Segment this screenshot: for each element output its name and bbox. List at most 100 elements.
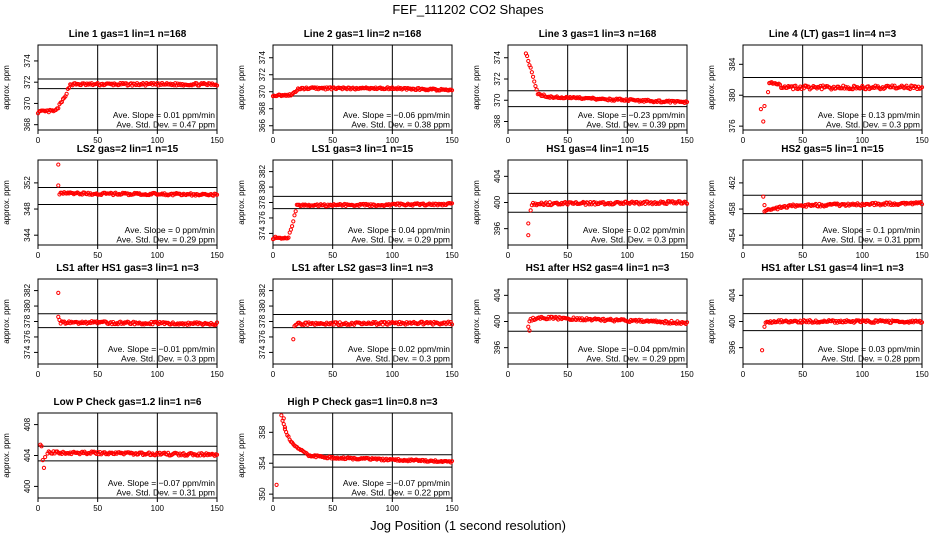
y-tick-label: 374 <box>258 51 267 65</box>
slope-annotation: Ave. Slope = −0.06 ppm/min <box>343 110 450 120</box>
x-tick-label: 100 <box>386 504 400 513</box>
data-point <box>761 194 766 199</box>
std-dev-annotation: Ave. Std. Dev. = 0.31 ppm <box>116 488 215 498</box>
x-tick-label: 50 <box>328 370 337 379</box>
x-tick-label: 150 <box>915 370 929 379</box>
chart-panel-14: High P Check gas=1 lin=0.8 n=3 approx. pp… <box>237 397 459 513</box>
y-tick-label: 372 <box>23 75 32 89</box>
y-axis-label: approx. ppm <box>2 65 11 110</box>
y-tick-label: 404 <box>493 169 502 183</box>
x-tick-label: 50 <box>328 504 337 513</box>
data-point <box>762 203 767 208</box>
y-tick-label: 378 <box>258 195 267 209</box>
data-point <box>449 88 455 93</box>
x-tick-label: 100 <box>621 370 635 379</box>
data-point <box>526 233 531 238</box>
page-x-axis-label: Jog Position (1 second resolution) <box>370 518 566 533</box>
x-tick-label: 50 <box>798 370 807 379</box>
y-tick-label: 376 <box>258 211 267 225</box>
y-tick-label: 368 <box>23 117 32 131</box>
data-point <box>282 427 288 432</box>
x-tick-label: 150 <box>445 370 459 379</box>
chart-panel-9: LS1 after HS1 gas=3 lin=1 n=3 approx. ppm… <box>2 263 224 379</box>
x-tick-label: 100 <box>386 251 400 260</box>
chart-title: Line 1 gas=1 lin=1 n=168 <box>69 29 187 40</box>
x-tick-label: 50 <box>93 504 102 513</box>
y-tick-label: 384 <box>728 57 737 71</box>
data-point <box>56 183 61 188</box>
x-tick-label: 100 <box>856 251 870 260</box>
slope-annotation: Ave. Slope = −0.07 ppm/min <box>108 478 215 488</box>
y-tick-label: 400 <box>23 479 32 493</box>
chart-panel-6: LS1 gas=3 lin=1 n=15 approx. ppm 0 50 100 150… <box>237 144 459 260</box>
data-point <box>526 221 531 226</box>
x-tick-label: 150 <box>445 251 459 260</box>
std-dev-annotation: Ave. Std. Dev. = 0.22 ppm <box>351 488 450 498</box>
chart-panel-8: HS2 gas=5 lin=1 n=15 approx. ppm 0 50 100 150… <box>707 144 929 260</box>
chart-title: HS1 after HS2 gas=4 lin=1 n=3 <box>526 263 670 274</box>
data-point <box>919 320 925 325</box>
data-point <box>526 324 531 329</box>
data-point <box>533 83 538 89</box>
y-tick-label: 378 <box>258 314 267 328</box>
y-tick-label: 372 <box>493 72 502 86</box>
plot-frame <box>272 44 453 131</box>
data-point <box>291 219 296 224</box>
y-axis-label: approx. ppm <box>237 65 246 110</box>
data-point <box>758 107 763 112</box>
x-tick-label: 50 <box>563 136 572 145</box>
x-tick-label: 150 <box>210 136 224 145</box>
std-dev-annotation: Ave. Std. Dev. = 0.29 ppm <box>116 235 215 245</box>
y-tick-label: 382 <box>258 164 267 178</box>
data-point <box>762 103 767 109</box>
y-tick-label: 380 <box>258 180 267 194</box>
y-tick-label: 404 <box>728 288 737 302</box>
data-point <box>64 91 69 96</box>
x-tick-label: 0 <box>741 251 746 260</box>
chart-panel-11: HS1 after HS2 gas=4 lin=1 n=3 approx. ppm… <box>472 263 694 379</box>
chart-panel-4: Line 4 (LT) gas=1 lin=4 n=3 approx. ppm 0 5… <box>707 29 929 145</box>
x-tick-label: 0 <box>271 251 276 260</box>
y-tick-label: 400 <box>493 195 502 209</box>
y-axis-label: approx. ppm <box>707 299 716 344</box>
x-tick-label: 50 <box>328 251 337 260</box>
slope-annotation: Ave. Slope = 0.01 ppm/min <box>113 110 215 120</box>
chart-panel-5: LS2 gas=2 lin=1 n=15 approx. ppm 0 50 100 150… <box>2 144 224 260</box>
y-tick-label: 368 <box>493 114 502 128</box>
data-point <box>56 106 61 111</box>
x-tick-label: 0 <box>271 370 276 379</box>
y-tick-label: 374 <box>258 345 267 359</box>
slope-annotation: Ave. Slope = 0.04 ppm/min <box>348 225 450 235</box>
data-point <box>214 320 220 325</box>
y-axis-label: approx. ppm <box>237 299 246 344</box>
y-tick-label: 370 <box>23 96 32 110</box>
y-axis-label: approx. ppm <box>472 65 481 110</box>
data-point <box>57 317 62 323</box>
data-point <box>534 87 539 92</box>
slope-annotation: Ave. Slope = 0.1 ppm/min <box>823 225 921 235</box>
std-dev-annotation: Ave. Std. Dev. = 0.28 ppm <box>821 354 920 364</box>
x-tick-label: 0 <box>506 136 511 145</box>
y-axis-label: approx. ppm <box>2 433 11 478</box>
x-tick-label: 100 <box>621 136 635 145</box>
x-tick-label: 50 <box>93 251 102 260</box>
data-point <box>292 213 297 218</box>
chart-title: Line 3 gas=1 lin=3 n=168 <box>539 29 657 40</box>
x-tick-label: 150 <box>680 136 694 145</box>
data-point <box>765 90 771 95</box>
x-tick-label: 100 <box>151 251 165 260</box>
data-point <box>291 337 296 342</box>
x-tick-label: 50 <box>563 370 572 379</box>
x-tick-label: 100 <box>386 136 400 145</box>
slope-annotation: Ave. Slope = −0.23 ppm/min <box>578 110 685 120</box>
y-tick-label: 366 <box>258 119 267 133</box>
y-tick-label: 462 <box>728 176 737 190</box>
page-title: FEF_111202 CO2 Shapes <box>392 2 544 17</box>
x-tick-label: 50 <box>93 136 102 145</box>
data-point <box>524 53 530 59</box>
chart-title: Line 4 (LT) gas=1 lin=4 n=3 <box>769 29 897 40</box>
data-point <box>527 328 532 333</box>
data-point <box>684 320 690 325</box>
y-tick-label: 378 <box>23 314 32 328</box>
